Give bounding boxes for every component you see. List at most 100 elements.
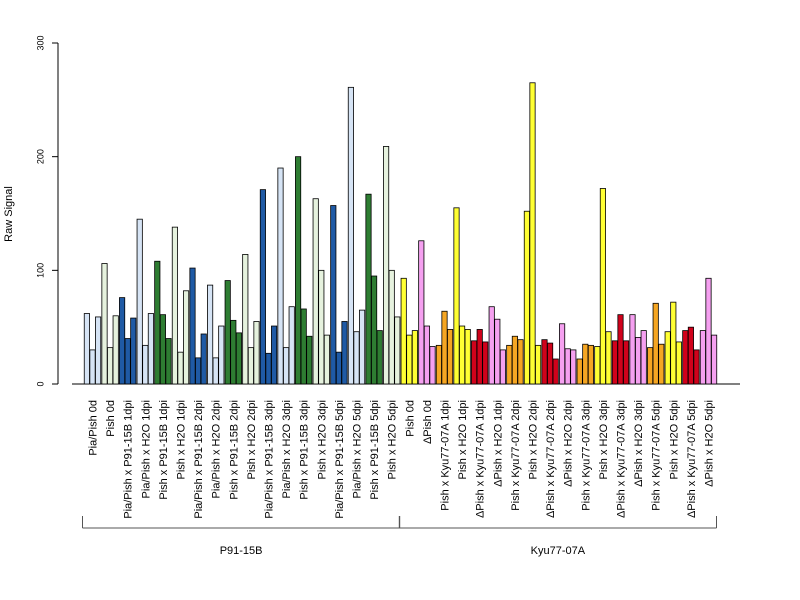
bar (535, 344, 542, 385)
bar (318, 269, 325, 385)
bar (488, 306, 495, 385)
group-label: Kyu77-07A (531, 545, 586, 557)
bar (341, 321, 348, 385)
bar (482, 341, 489, 385)
bar (640, 330, 647, 385)
bar-group (119, 297, 137, 385)
bar (400, 277, 407, 385)
category-label: ΔPish x Kyu77-07A 1dpi (475, 400, 487, 518)
bar (394, 316, 401, 385)
category-label: Pish x H2O 2dpi (528, 400, 540, 479)
bar-group (453, 207, 471, 385)
bar (476, 329, 483, 385)
category-labels: Pia/Pish 0d Pish 0d Pia/Pish x P91-15B 1dp… (88, 400, 716, 519)
bar-group (312, 198, 330, 385)
bar (711, 334, 718, 385)
bar (471, 340, 478, 385)
bar (464, 329, 471, 385)
bar-group (611, 314, 630, 385)
category-label: Pia/Pish x H2O 5dpi (352, 400, 364, 498)
category-label: Pia/Pish 0d (88, 400, 100, 456)
bar (675, 341, 682, 385)
bar (559, 323, 566, 385)
category-label: Pish x P91-15B 3dpi (299, 400, 311, 500)
bar (459, 325, 466, 385)
category-label: ΔPish x H2O 5dpi (704, 400, 716, 487)
bar-group (523, 82, 542, 385)
bar (687, 326, 694, 385)
bar (441, 310, 448, 385)
bar (611, 340, 618, 385)
bar (647, 347, 654, 385)
bar (693, 349, 700, 385)
bar (95, 316, 102, 385)
group-label: P91-15B (220, 545, 263, 557)
bar (306, 335, 313, 385)
bar (670, 301, 677, 385)
category-label: ΔPish x Kyu77-07A 3dpi (616, 400, 628, 518)
category-label: Pish x H2O 1dpi (457, 400, 469, 479)
bar (529, 82, 536, 385)
category-label: Pish x H2O 3dpi (316, 400, 328, 479)
bar (388, 269, 395, 385)
bar (165, 338, 172, 385)
bar (699, 330, 706, 385)
category-label: Pish x P91-15B 2dpi (228, 400, 240, 500)
bar (230, 319, 237, 385)
bar (629, 314, 636, 385)
category-label: Pish x H2O 2dpi (246, 400, 258, 479)
bar (142, 344, 149, 385)
bar (511, 335, 518, 385)
bar (323, 334, 330, 385)
bar (365, 193, 372, 385)
category-label: Pish 0d (105, 400, 117, 437)
category-label: ΔPish x Kyu77-07A 2dpi (545, 400, 557, 518)
bar (447, 329, 454, 385)
category-label: Pish x Kyu77-07A 3dpi (580, 400, 592, 511)
category-label: Pish x H2O 3dpi (598, 400, 610, 479)
bar (499, 349, 506, 385)
bar (453, 207, 460, 385)
bar-group (365, 193, 383, 385)
bar-group (699, 277, 718, 385)
bar (101, 263, 108, 385)
bar (300, 308, 307, 385)
category-label: Pia/Pish x P91-15B 5dpi (334, 400, 346, 519)
bar (89, 349, 96, 385)
bar-group (224, 280, 242, 385)
category-label: Pish x H2O 5dpi (387, 400, 399, 479)
bar-group (242, 254, 260, 385)
bar (136, 218, 143, 385)
bar-group (295, 156, 313, 385)
bar (383, 146, 390, 385)
bar (159, 314, 166, 385)
y-tick-label: 100 (35, 263, 45, 278)
bars-layer (83, 82, 718, 385)
category-label: ΔPish x H2O 3dpi (633, 400, 645, 487)
bar (189, 267, 196, 385)
bar (582, 343, 589, 385)
category-label: Pia/Pish x H2O 3dpi (281, 400, 293, 498)
bar (265, 352, 272, 385)
bar-group (383, 146, 401, 385)
category-label: Pish x P91-15B 5dpi (369, 400, 381, 500)
bar (247, 347, 254, 385)
bar (506, 344, 513, 385)
bar (224, 280, 231, 385)
bar-group (400, 277, 418, 385)
bar-group (506, 335, 524, 385)
bar (112, 315, 119, 385)
bar (330, 205, 337, 385)
category-label: Pish x P91-15B 1dpi (158, 400, 170, 500)
bar (288, 306, 295, 385)
bar (119, 297, 126, 385)
bar (283, 347, 290, 385)
bar (83, 313, 90, 385)
bar (617, 314, 624, 385)
bar (130, 317, 137, 385)
bar-group (347, 86, 366, 385)
category-label: Pish x Kyu77-07A 5dpi (651, 400, 663, 511)
bar (353, 331, 360, 385)
y-tick-label: 0 (35, 381, 45, 386)
bar-group (136, 218, 154, 385)
